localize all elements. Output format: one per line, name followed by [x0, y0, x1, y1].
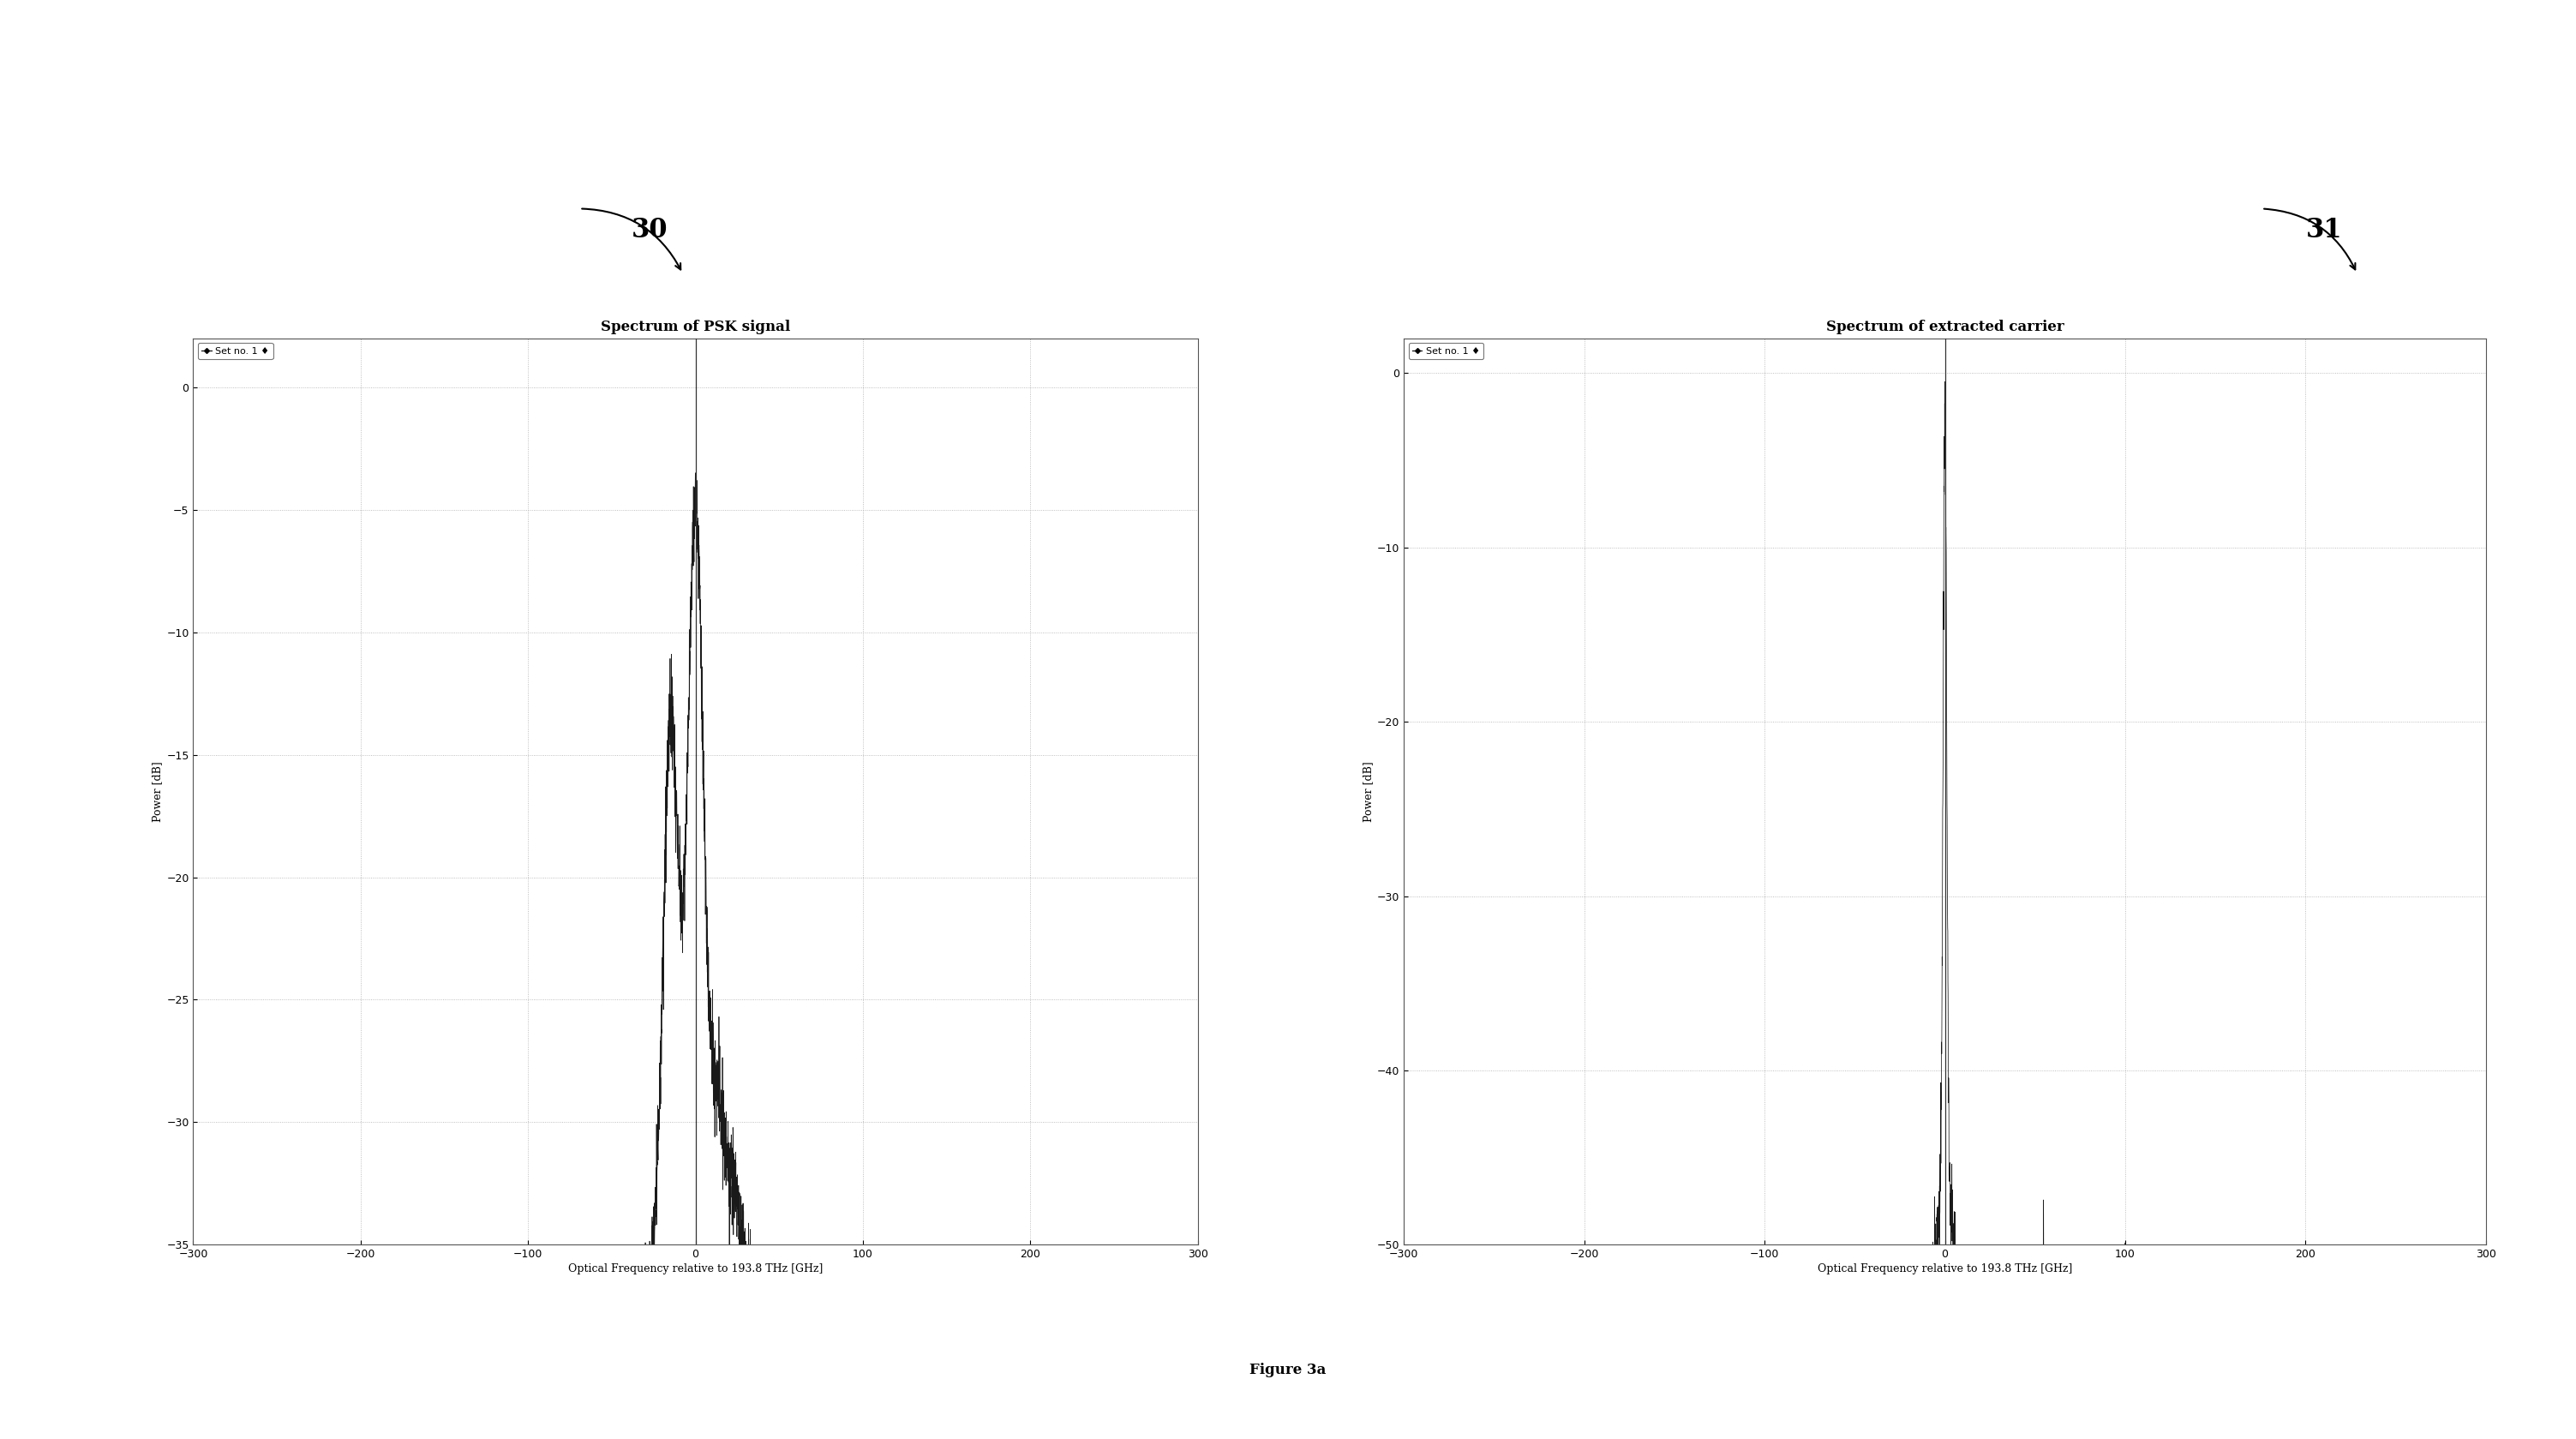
X-axis label: Optical Frequency relative to 193.8 THz [GHz]: Optical Frequency relative to 193.8 THz … — [569, 1263, 822, 1275]
Text: 31: 31 — [2306, 217, 2342, 243]
X-axis label: Optical Frequency relative to 193.8 THz [GHz]: Optical Frequency relative to 193.8 THz … — [1819, 1263, 2071, 1275]
Title: Spectrum of PSK signal: Spectrum of PSK signal — [600, 319, 791, 334]
Y-axis label: Power [dB]: Power [dB] — [152, 761, 162, 822]
Y-axis label: Power [dB]: Power [dB] — [1363, 761, 1373, 822]
Legend: Set no. 1 ♦: Set no. 1 ♦ — [1409, 342, 1484, 360]
Text: Figure 3a: Figure 3a — [1249, 1363, 1327, 1377]
Title: Spectrum of extracted carrier: Spectrum of extracted carrier — [1826, 319, 2063, 334]
Text: 30: 30 — [631, 217, 667, 243]
Legend: Set no. 1 ♦: Set no. 1 ♦ — [198, 342, 273, 360]
